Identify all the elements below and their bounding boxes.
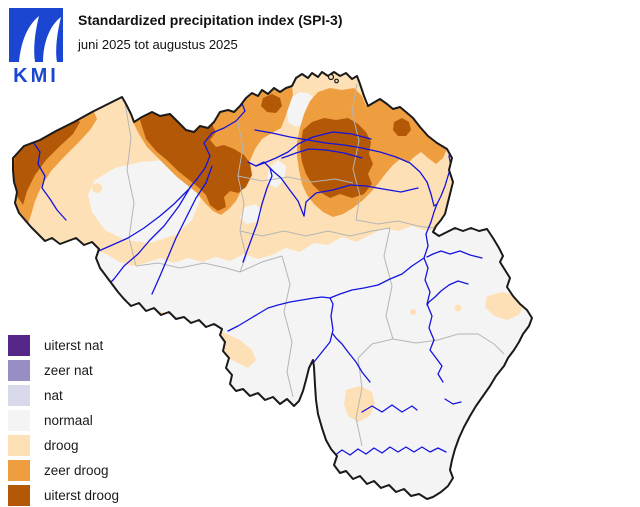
river-demer <box>303 184 419 217</box>
province-line <box>239 255 283 273</box>
legend-label: normaal <box>44 413 93 428</box>
legend-label: uiterst droog <box>44 488 120 503</box>
river-ourthe <box>423 257 444 383</box>
river-maas <box>313 149 453 363</box>
province-line <box>124 102 137 267</box>
kmi-logo-graphic: KMI <box>9 8 63 87</box>
region-droog-south-center <box>344 386 375 422</box>
legend-swatch-nat <box>8 385 30 406</box>
river-dender <box>151 165 213 295</box>
region-uiterst-droog-demer <box>300 118 373 198</box>
swatch <box>8 335 30 356</box>
province-line <box>281 255 294 398</box>
province-borders <box>124 83 505 447</box>
river-lhomme <box>361 404 418 413</box>
page-subtitle: juni 2025 tot augustus 2025 <box>78 36 238 52</box>
legend-swatch-zeer-nat <box>8 360 30 381</box>
legend-item-droog: droog <box>8 435 79 456</box>
river-kleine-nete <box>247 131 372 167</box>
province-line <box>135 262 241 273</box>
river-ijzer <box>32 141 67 221</box>
kmi-logo-text: KMI <box>13 65 59 86</box>
legend-swatch-normaal <box>8 410 30 431</box>
legend-swatch-droog <box>8 435 30 456</box>
legend-label: zeer droog <box>44 463 109 478</box>
legend-swatch-zeer-droog <box>8 460 30 481</box>
legend-label: uiterst nat <box>44 338 104 353</box>
river-sambre <box>227 296 331 332</box>
kmi-logo-wave-right <box>43 17 61 62</box>
province-line <box>351 83 361 221</box>
region-droog-dot-2 <box>410 309 416 315</box>
province-line <box>237 175 354 184</box>
legend-swatch-uiterst-nat <box>8 335 30 356</box>
region-droog-dot-1 <box>454 304 462 312</box>
canal-albert <box>254 129 438 207</box>
legend-item-zeer-droog: zeer droog <box>8 460 109 481</box>
rivers <box>32 100 483 457</box>
province-line <box>355 338 394 447</box>
river-sure <box>444 398 462 405</box>
region-uiterst-droog-lommel <box>393 118 411 136</box>
legend-item-uiterst-nat: uiterst nat <box>8 335 103 356</box>
region-droog-dot-inside <box>92 183 102 193</box>
swatch <box>8 385 30 406</box>
region-uiterst-droog-kempen <box>261 94 282 113</box>
river-ambleve <box>426 280 469 306</box>
swatch <box>8 360 30 381</box>
swatch <box>8 410 30 431</box>
kmi-logo-wave-left <box>19 16 39 62</box>
kmi-logo: KMI <box>8 8 64 91</box>
belgium-outline <box>12 71 533 500</box>
province-line <box>383 227 394 340</box>
page-title: Standardized precipitation index (SPI-3) <box>78 12 343 28</box>
river-grote-nete <box>281 148 363 159</box>
enclave-baarle-hertog <box>327 73 335 81</box>
region-uiterst-droog-waasland <box>140 112 252 211</box>
legend-item-nat: nat <box>8 385 63 406</box>
enclave-baarle-hertog <box>334 78 339 84</box>
legend-item-uiterst-droog: uiterst droog <box>8 485 119 506</box>
region-uiterst-droog-coast <box>14 116 80 205</box>
river-zenne <box>242 167 273 263</box>
river-lesse <box>332 333 371 383</box>
region-droog-east <box>485 292 524 320</box>
province-line <box>239 227 391 237</box>
river-vesdre <box>426 250 483 259</box>
header: Standardized precipitation index (SPI-3)… <box>78 12 342 52</box>
province-line <box>236 117 247 273</box>
legend-label: nat <box>44 388 63 403</box>
swatch <box>8 435 30 456</box>
legend-item-zeer-nat: zeer nat <box>8 360 93 381</box>
region-zeer-droog-coast <box>13 112 97 224</box>
river-schelde <box>103 100 246 290</box>
swatch <box>8 485 30 506</box>
swatch <box>8 460 30 481</box>
legend-label: droog <box>44 438 79 453</box>
legend-item-normaal: normaal <box>8 410 93 431</box>
province-line <box>355 219 435 229</box>
province-line <box>392 333 505 355</box>
legend-swatch-uiterst-droog <box>8 485 30 506</box>
region-normaal-kortrijk <box>88 160 200 243</box>
region-normaal-brussels-west <box>240 204 262 224</box>
legend-label: zeer nat <box>44 363 93 378</box>
